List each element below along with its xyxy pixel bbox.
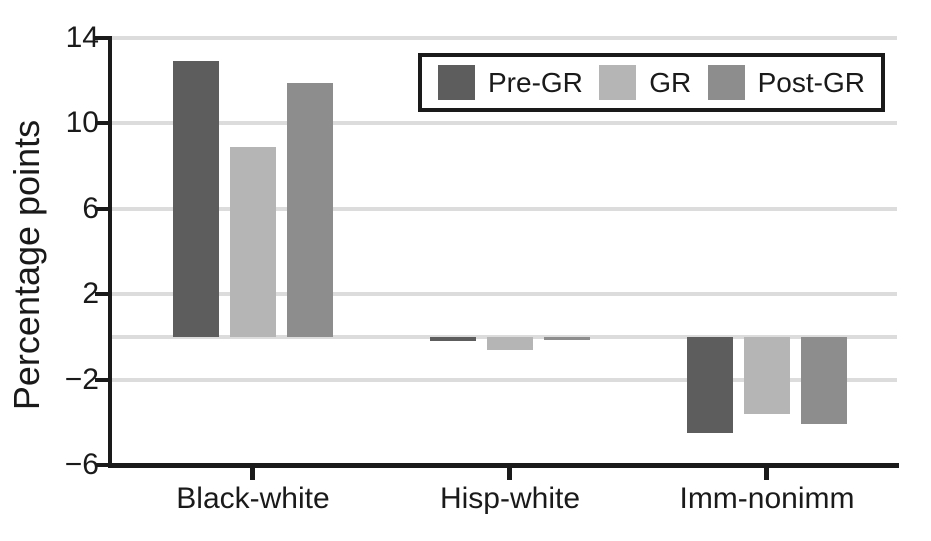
legend-entry-gr: GR [599, 65, 691, 100]
y-axis-line [108, 36, 112, 467]
y-tick--2 [95, 377, 108, 382]
bar-pre-gr-imm-nonimm [687, 336, 733, 433]
legend-swatch-post-gr [707, 65, 745, 100]
x-tick-black-white [250, 467, 255, 480]
x-label-imm-nonimm: Imm-nonimm [679, 482, 855, 515]
y-tick-2 [95, 292, 108, 297]
gridline-2 [112, 292, 897, 297]
y-tick--6 [95, 463, 108, 467]
y-tick-label--2: −2 [64, 362, 99, 396]
y-tick-label-14: 14 [65, 21, 99, 54]
y-tick-6 [95, 206, 108, 211]
legend-swatch-pre-gr [438, 65, 475, 100]
legend-label-gr: GR [649, 66, 692, 98]
gridline-10 [112, 121, 897, 126]
x-label-hisp-white: Hisp-white [439, 482, 581, 515]
legend-label-post-gr: Post-GR [757, 66, 865, 98]
y-tick-label-6: 6 [82, 191, 99, 225]
y-tick-10 [95, 121, 108, 126]
y-tick-label--6: −6 [64, 448, 99, 481]
y-tick-14 [95, 36, 108, 40]
bar-post-gr-hisp-white [544, 336, 590, 341]
x-label-black-white: Black-white [176, 482, 330, 515]
y-tick-label-2: 2 [82, 277, 99, 311]
bar-post-gr-black-white [287, 82, 333, 337]
legend-entry-pre-gr: Pre-GR [438, 65, 583, 100]
gridline--2 [112, 377, 897, 382]
gridline-6 [112, 206, 897, 211]
legend: Pre-GR GR Post-GR [418, 53, 885, 112]
legend-swatch-gr [599, 65, 637, 100]
bar-pre-gr-hisp-white [430, 336, 476, 342]
y-tick-label-10: 10 [65, 106, 99, 140]
bar-pre-gr-black-white [173, 61, 219, 337]
x-tick-hisp-white [507, 467, 512, 480]
bar-gr-hisp-white [487, 336, 533, 350]
legend-entry-post-gr: Post-GR [707, 65, 865, 100]
x-tick-imm-nonimm [764, 467, 769, 480]
bar-gr-black-white [230, 146, 276, 337]
bar-gr-imm-nonimm [744, 336, 790, 414]
gridline-14 [112, 36, 897, 40]
bar-post-gr-imm-nonimm [801, 336, 847, 425]
legend-label-pre-gr: Pre-GR [488, 66, 583, 98]
x-axis-line [108, 463, 899, 468]
